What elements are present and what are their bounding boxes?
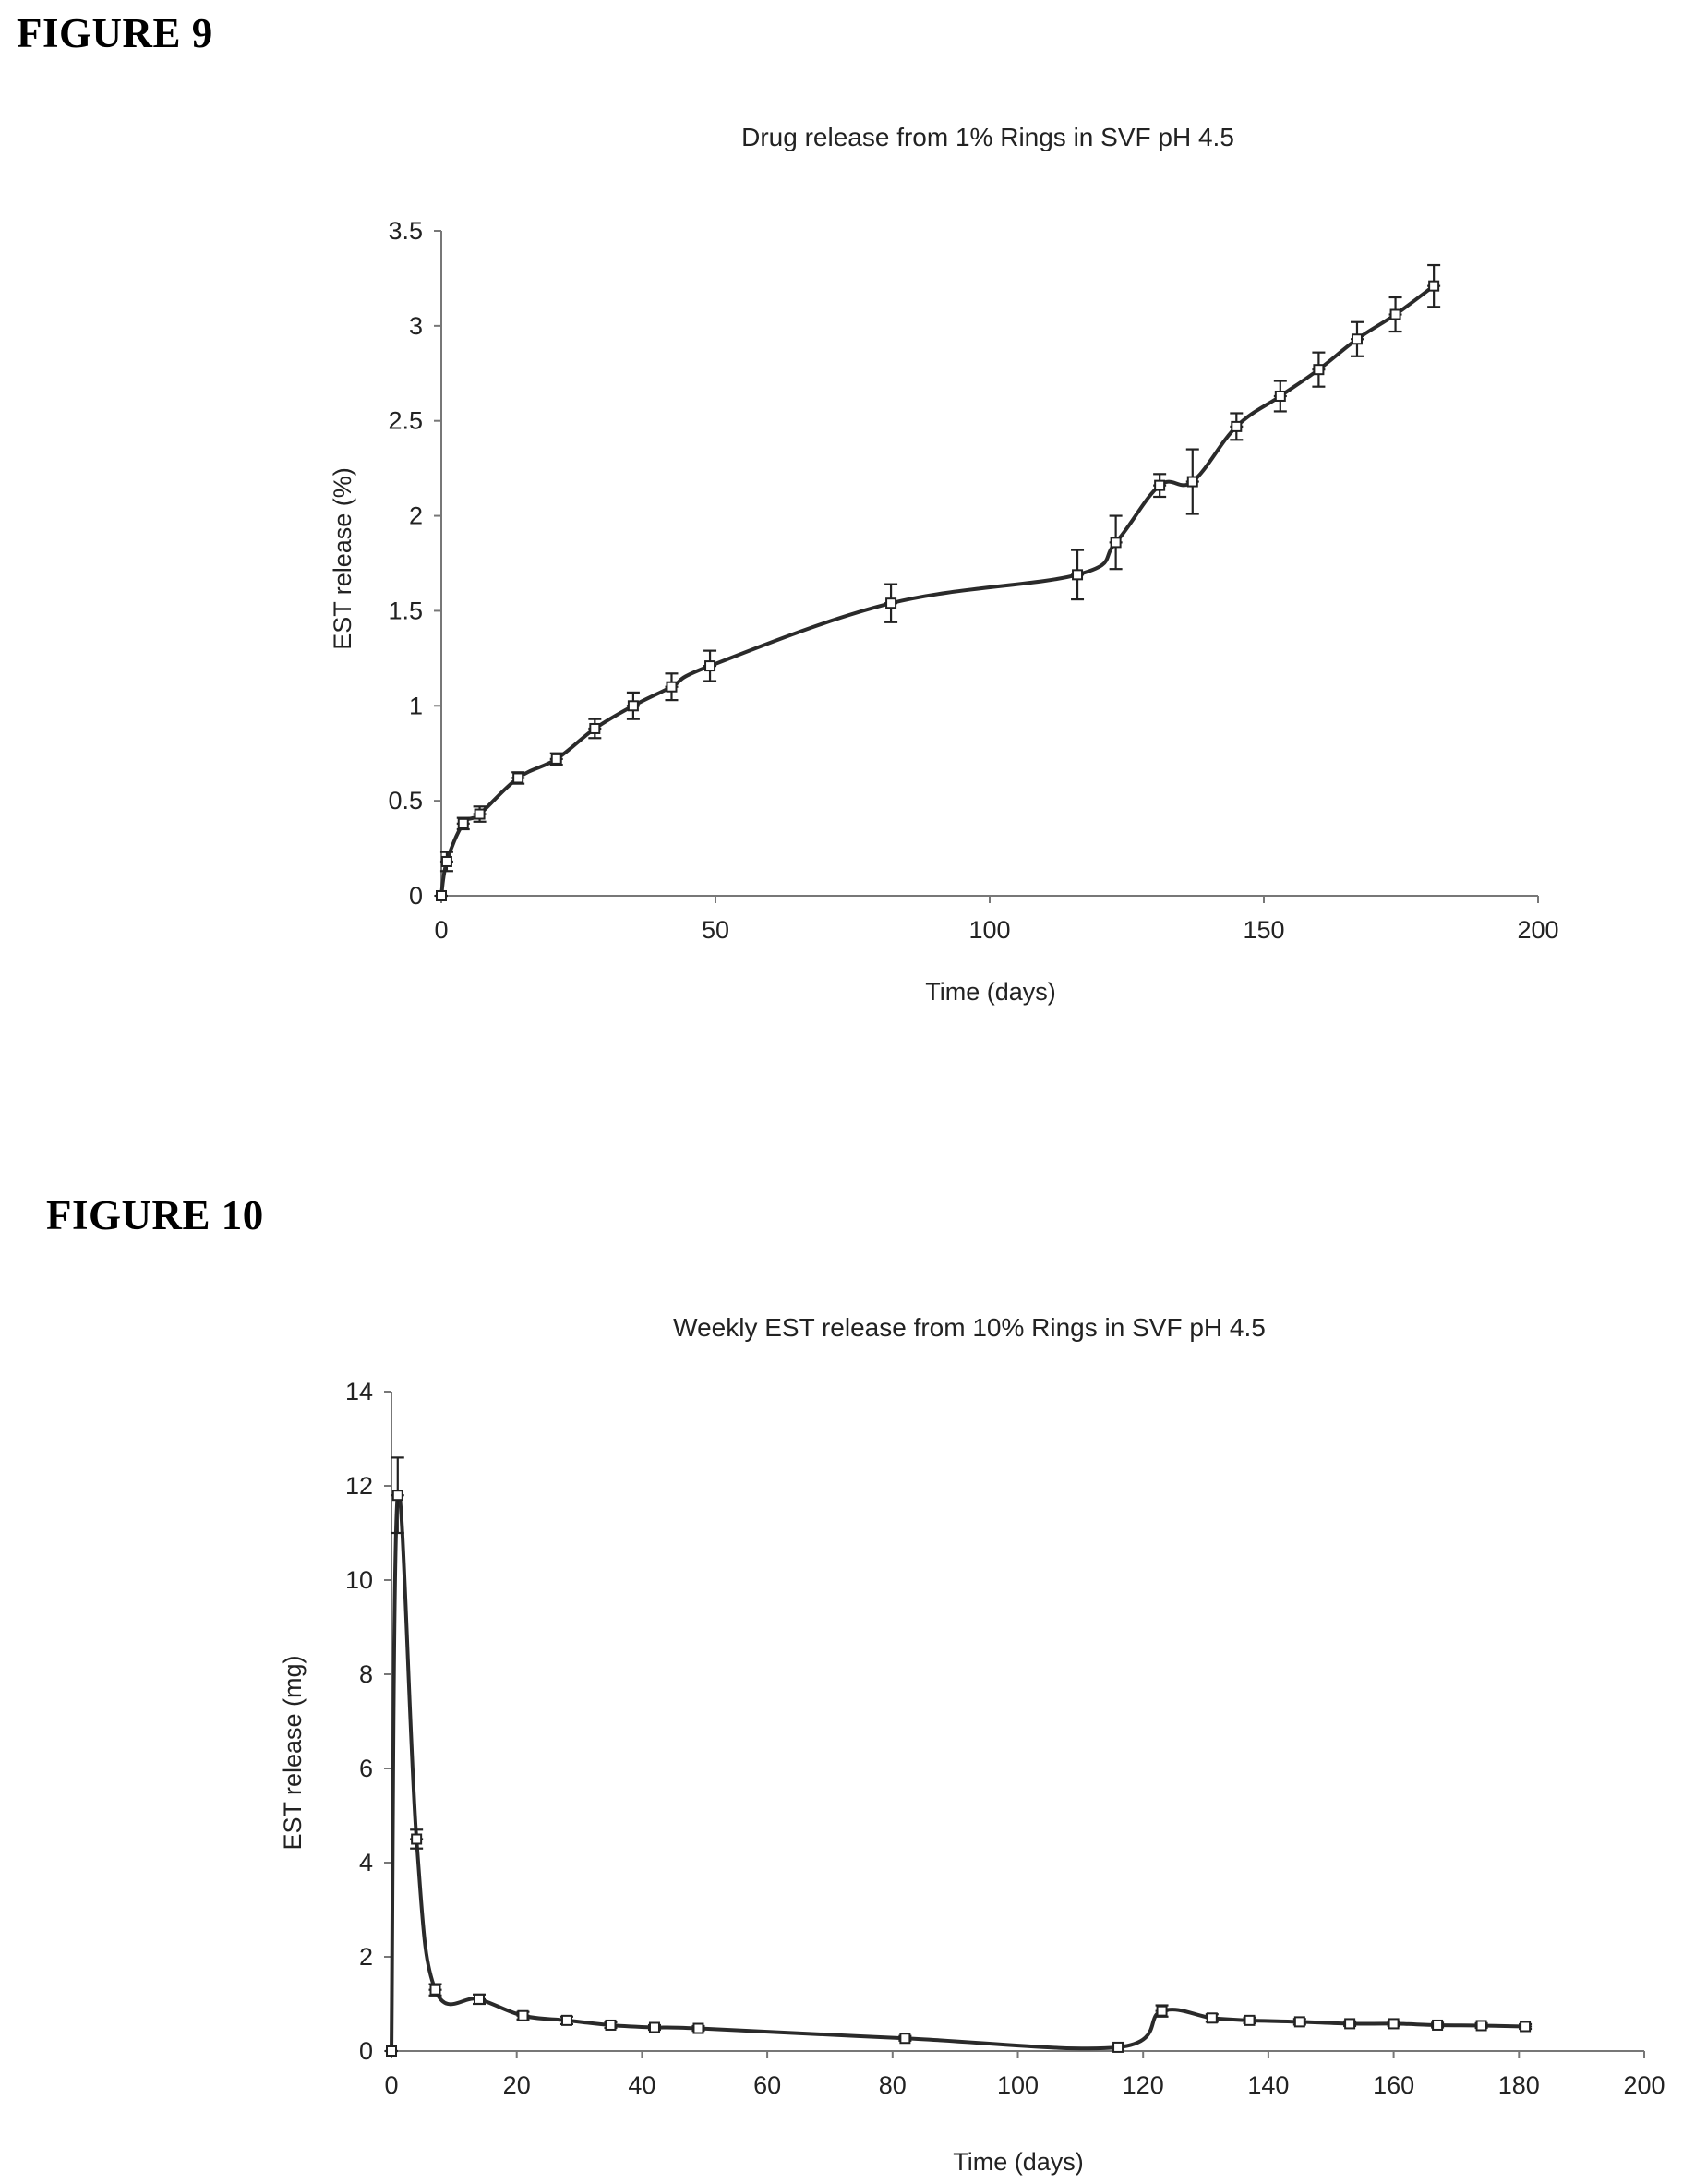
- data-point: [1110, 537, 1122, 549]
- y-tick-label: 3.5: [388, 217, 423, 245]
- data-point: [550, 753, 562, 765]
- y-tick-label: 0: [359, 2037, 373, 2065]
- x-tick-label: 200: [1623, 2071, 1665, 2099]
- x-tick-label: 20: [503, 2071, 531, 2099]
- data-point: [885, 597, 897, 609]
- data-point: [1432, 2019, 1444, 2031]
- chart-title: Weekly EST release from 10% Rings in SVF…: [673, 1313, 1266, 1342]
- data-point: [429, 1984, 441, 1996]
- y-tick-label: 1: [409, 692, 423, 719]
- y-tick-label: 1.5: [388, 597, 423, 624]
- x-axis-label: Time (days): [925, 978, 1056, 1006]
- x-tick-label: 180: [1498, 2071, 1540, 2099]
- chart-title: Drug release from 1% Rings in SVF pH 4.5: [741, 123, 1234, 151]
- x-tick-label: 150: [1243, 916, 1284, 944]
- data-point: [457, 817, 469, 829]
- data-series-line: [390, 1490, 1528, 2053]
- data-point: [899, 2033, 911, 2045]
- y-tick-label: 6: [359, 1755, 373, 1782]
- figure-9-heading: FIGURE 9: [17, 10, 213, 56]
- data-point: [1231, 420, 1243, 432]
- data-point: [648, 2021, 660, 2033]
- chart-drug-release-percent: Drug release from 1% Rings in SVF pH 4.5…: [329, 123, 1559, 1006]
- y-tick-label: 2: [409, 502, 423, 530]
- data-point: [1428, 280, 1440, 292]
- data-point: [589, 722, 601, 734]
- x-tick-label: 60: [753, 2071, 781, 2099]
- data-point: [1156, 2005, 1168, 2017]
- x-tick-label: 50: [702, 916, 729, 944]
- x-tick-label: 40: [628, 2071, 655, 2099]
- x-tick-label: 200: [1517, 916, 1558, 944]
- data-point: [391, 1490, 403, 1502]
- data-point: [386, 2045, 397, 2057]
- plot-area: 0 0.5 1 1.5 2 2.5 3 3.5 0 50 100 150 200: [388, 217, 1558, 944]
- y-tick-label: 0: [409, 882, 423, 910]
- x-tick-label: 120: [1123, 2071, 1164, 2099]
- data-point: [517, 2009, 529, 2021]
- data-point: [474, 808, 486, 820]
- data-point: [666, 681, 678, 693]
- data-point: [1388, 2018, 1400, 2030]
- data-point: [627, 700, 639, 712]
- data-point: [704, 660, 716, 672]
- data-point: [1206, 2012, 1218, 2024]
- y-tick-label: 3: [409, 312, 423, 340]
- x-tick-label: 0: [434, 916, 448, 944]
- data-point: [1112, 2041, 1124, 2053]
- y-tick-label: 2: [359, 1943, 373, 1971]
- figure-10-heading: FIGURE 10: [46, 1192, 264, 1238]
- data-point: [1351, 333, 1363, 345]
- x-tick-label: 160: [1373, 2071, 1414, 2099]
- data-point: [1244, 2014, 1256, 2026]
- data-point: [605, 2019, 617, 2031]
- data-point: [1520, 2021, 1532, 2033]
- data-point: [1313, 364, 1325, 376]
- x-tick-label: 80: [879, 2071, 907, 2099]
- data-point: [560, 2014, 572, 2026]
- data-point: [1475, 2020, 1487, 2032]
- x-tick-label: 100: [997, 2071, 1039, 2099]
- data-point: [473, 1993, 485, 2005]
- data-point: [1389, 308, 1401, 320]
- data-point: [1293, 2016, 1305, 2028]
- data-point: [1344, 2018, 1356, 2030]
- y-tick-label: 10: [345, 1566, 373, 1594]
- y-tick-label: 2.5: [388, 407, 423, 435]
- data-point: [512, 772, 524, 784]
- data-series-line: [439, 284, 1437, 898]
- y-axis-label: EST release (%): [329, 467, 356, 650]
- data-point: [440, 855, 452, 867]
- y-tick-label: 14: [345, 1378, 373, 1406]
- data-point: [1186, 476, 1198, 488]
- x-tick-label: 100: [968, 916, 1010, 944]
- data-point: [1274, 390, 1286, 402]
- y-tick-label: 4: [359, 1849, 373, 1876]
- y-tick-label: 0.5: [388, 787, 423, 814]
- y-tick-label: 12: [345, 1472, 373, 1500]
- data-point: [1154, 479, 1166, 491]
- data-point: [692, 2022, 704, 2034]
- y-tick-label: 8: [359, 1660, 373, 1688]
- data-point: [1072, 569, 1084, 581]
- x-tick-label: 0: [384, 2071, 398, 2099]
- x-axis-label: Time (days): [953, 2148, 1084, 2176]
- data-point: [436, 890, 447, 901]
- x-tick-label: 140: [1247, 2071, 1289, 2099]
- data-point: [411, 1833, 423, 1845]
- y-axis-label: EST release (mg): [279, 1655, 307, 1850]
